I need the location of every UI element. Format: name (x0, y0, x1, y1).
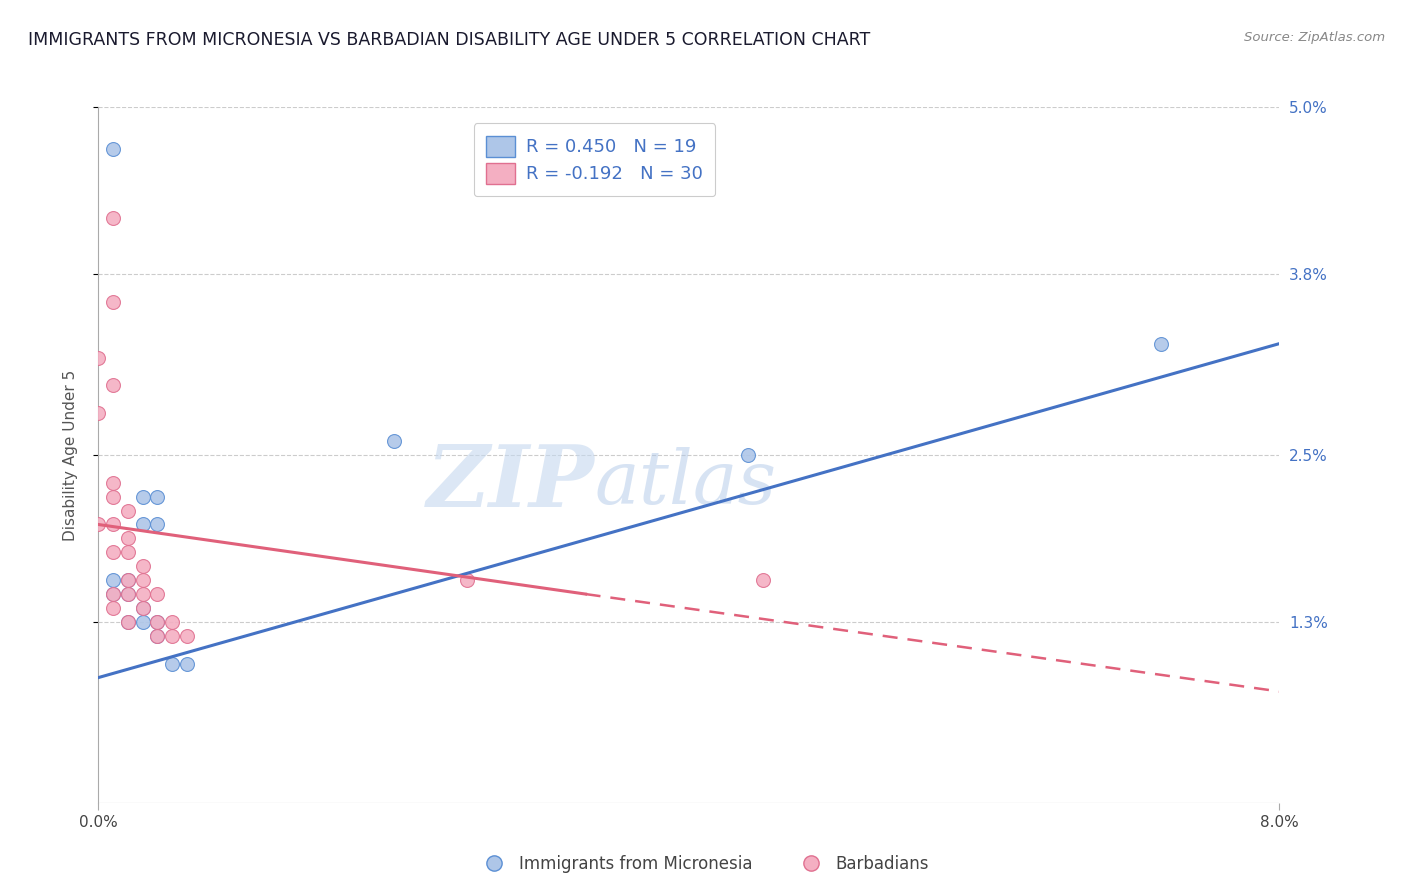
Point (117, 615, 139, 629)
Point (117, 532, 139, 546)
Text: ZIP: ZIP (426, 441, 595, 524)
Point (146, 490, 169, 504)
Point (737, 448, 759, 462)
Text: Source: ZipAtlas.com: Source: ZipAtlas.com (1244, 31, 1385, 45)
Point (132, 601, 155, 615)
Point (162, 629, 183, 643)
Legend: R = 0.450   N = 19, R = -0.192   N = 30: R = 0.450 N = 19, R = -0.192 N = 30 (474, 123, 716, 196)
Point (146, 629, 169, 643)
Text: IMMIGRANTS FROM MICRONESIA VS BARBADIAN DISABILITY AGE UNDER 5 CORRELATION CHART: IMMIGRANTS FROM MICRONESIA VS BARBADIAN … (28, 31, 870, 49)
Point (117, 573, 139, 587)
Point (103, 294, 125, 309)
Point (456, 573, 478, 587)
Point (176, 629, 198, 643)
Point (146, 517, 169, 532)
Point (117, 573, 139, 587)
Point (103, 601, 125, 615)
Point (132, 490, 155, 504)
Point (103, 211, 125, 226)
Point (146, 615, 169, 629)
Point (103, 545, 125, 559)
Point (103, 490, 125, 504)
Point (117, 615, 139, 629)
Point (146, 587, 169, 601)
Point (117, 587, 139, 601)
Point (103, 142, 125, 156)
Point (382, 434, 405, 448)
Text: atlas: atlas (595, 447, 776, 519)
Point (1150, 336, 1173, 351)
Point (176, 657, 198, 671)
Point (146, 615, 169, 629)
Point (132, 559, 155, 574)
Point (103, 378, 125, 392)
Point (162, 657, 183, 671)
Point (117, 587, 139, 601)
Point (103, 587, 125, 601)
Legend: Immigrants from Micronesia, Barbadians: Immigrants from Micronesia, Barbadians (471, 848, 935, 880)
Point (103, 573, 125, 587)
Point (117, 545, 139, 559)
Point (103, 475, 125, 490)
Point (751, 573, 773, 587)
Point (87, 351, 110, 365)
Point (103, 587, 125, 601)
Point (87, 517, 110, 532)
Point (103, 517, 125, 532)
Point (132, 601, 155, 615)
Point (132, 517, 155, 532)
Point (132, 573, 155, 587)
Point (132, 587, 155, 601)
Y-axis label: Disability Age Under 5: Disability Age Under 5 (63, 369, 77, 541)
Point (146, 629, 169, 643)
Point (132, 615, 155, 629)
Point (162, 615, 183, 629)
Point (87, 406, 110, 420)
Point (117, 503, 139, 517)
